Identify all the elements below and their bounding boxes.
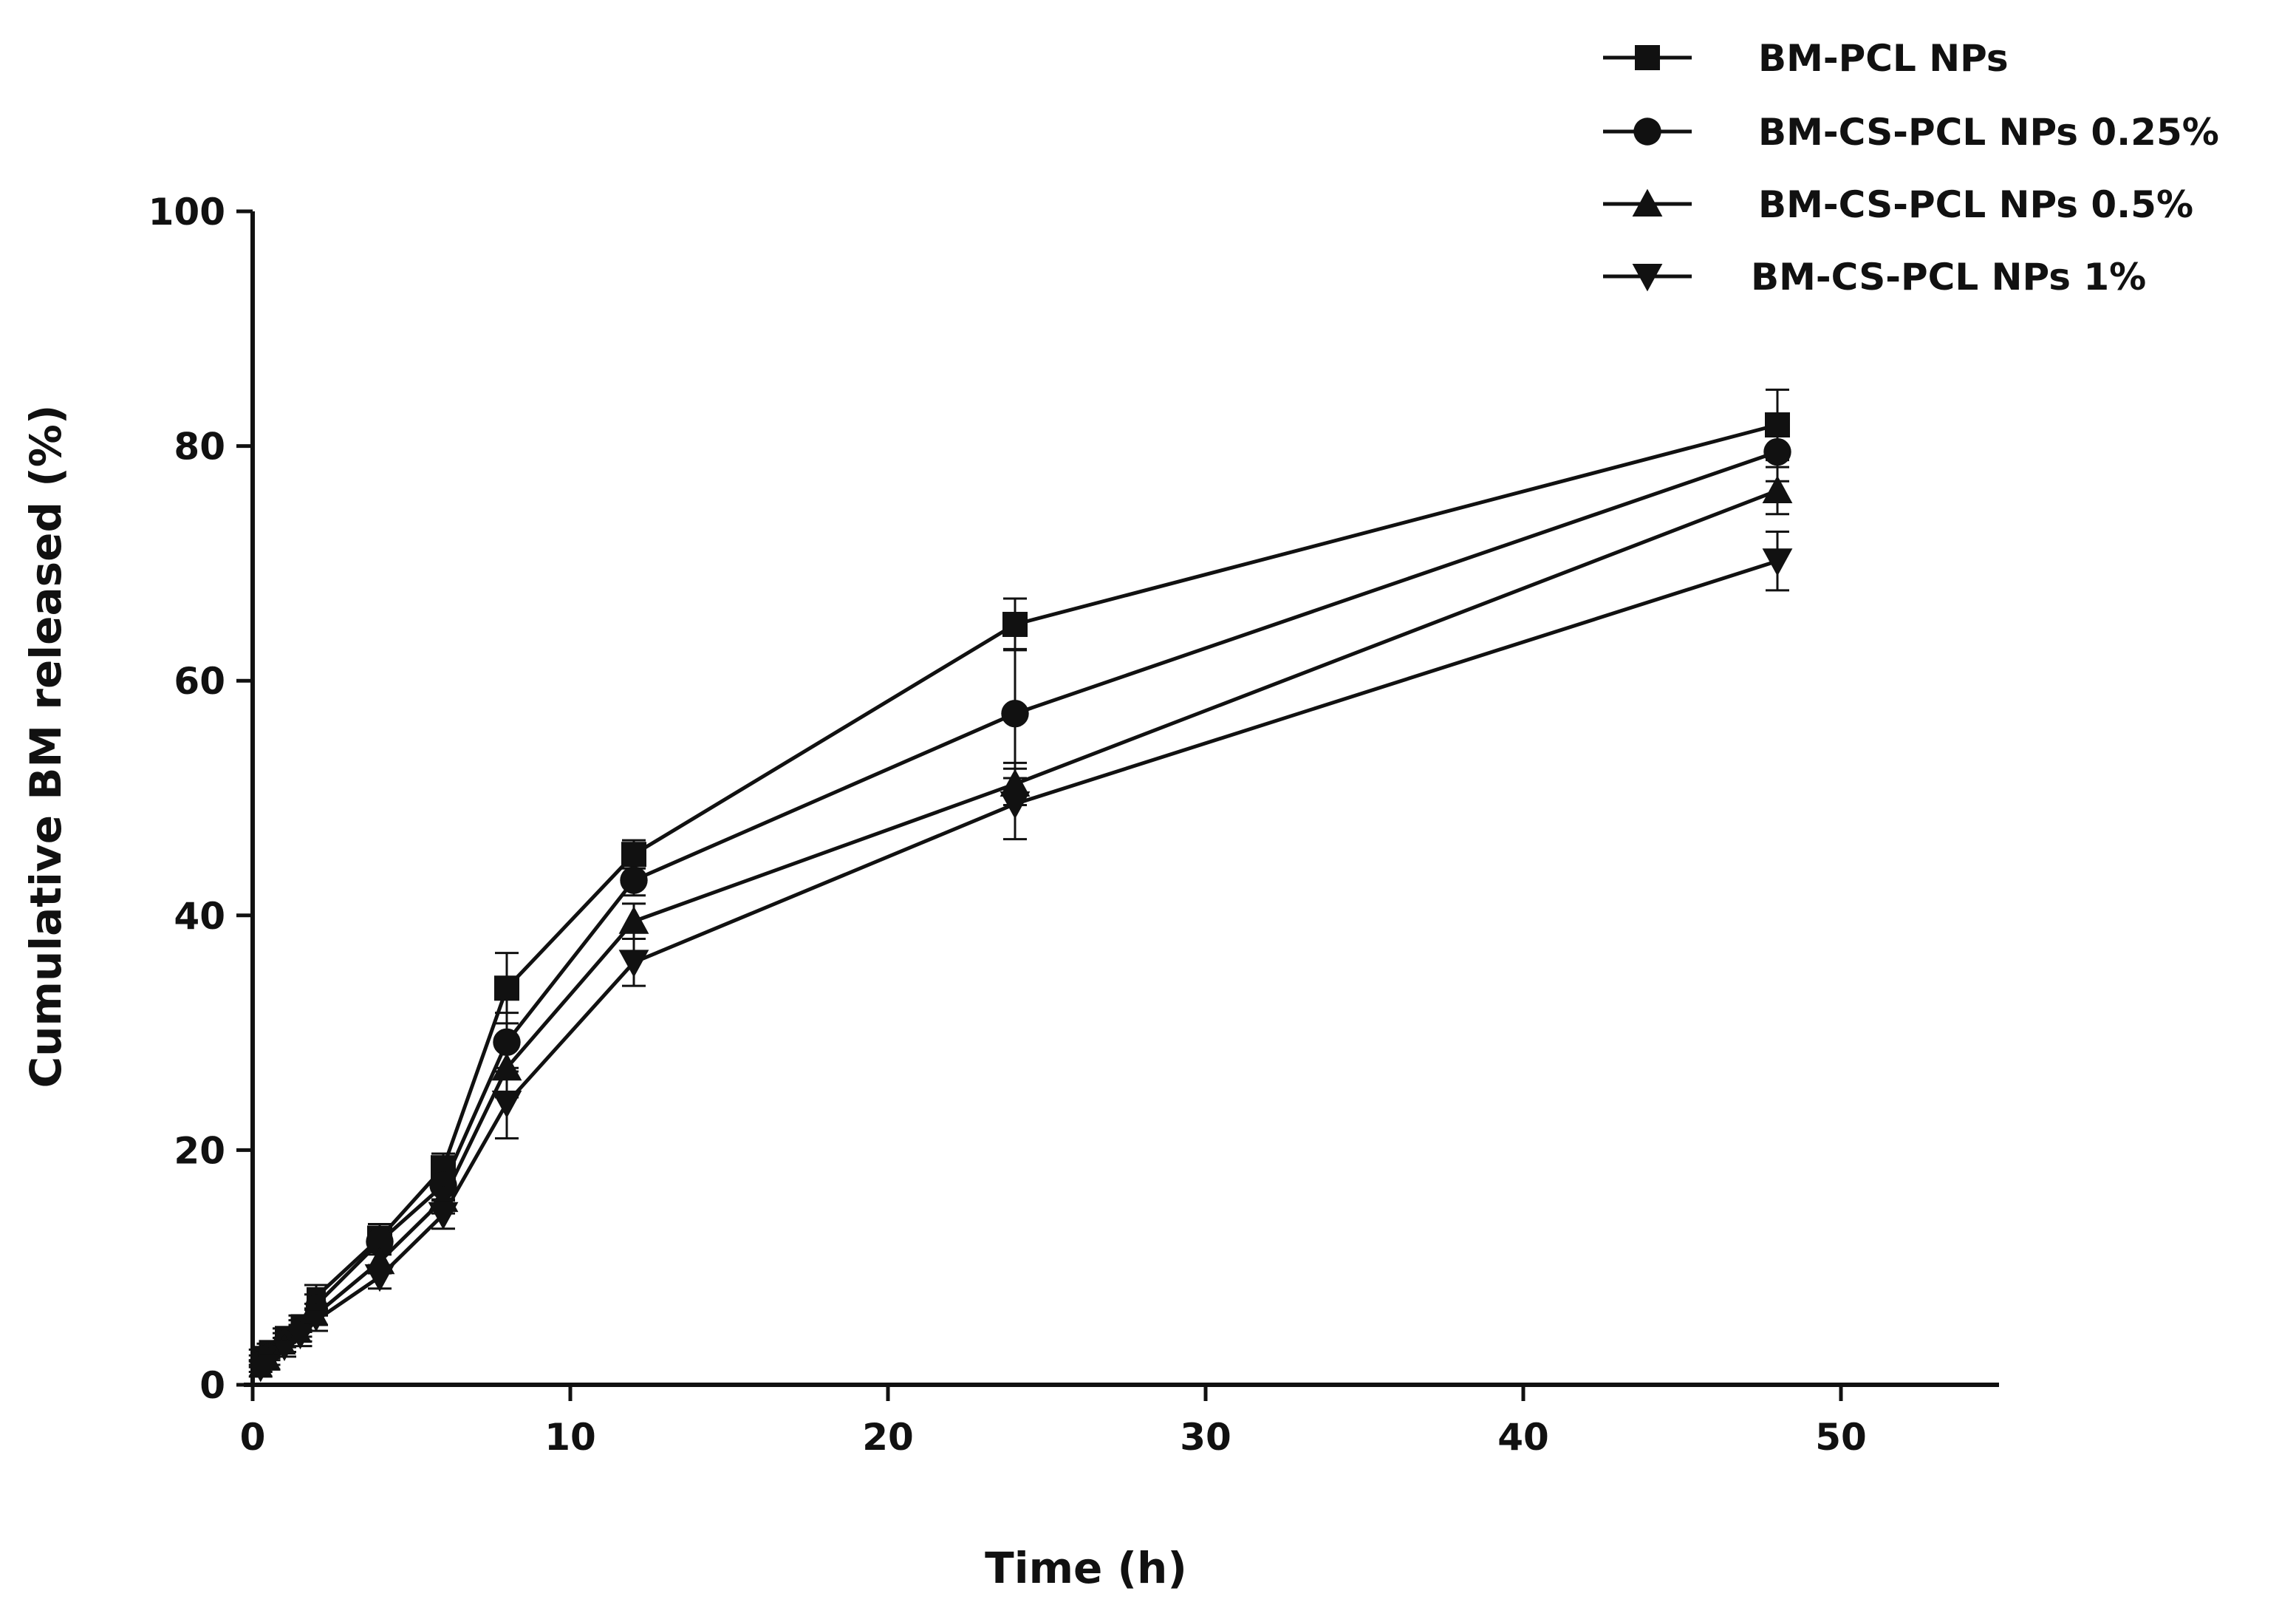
legend: BM-PCL NPs BM-CS-PCL NPs 0.25% BM-CS-PCL N…: [1603, 37, 2219, 299]
y-tick-label: 100: [148, 191, 225, 234]
data-point-square: [494, 975, 519, 1001]
legend-marker-square: [1635, 45, 1660, 70]
data-point-square: [1765, 412, 1790, 438]
axes: [244, 211, 1999, 1387]
data-point-circle: [366, 1227, 394, 1255]
series-line-1: [259, 450, 1778, 1363]
legend-label: BM-CS-PCL NPs 0.25%: [1758, 111, 2219, 154]
x-tick-label: 0: [240, 1416, 266, 1459]
legend-label: BM-PCL NPs: [1758, 37, 2009, 80]
data-point-circle: [1763, 437, 1791, 466]
data-point-triangle-up: [1000, 769, 1031, 797]
x-tick-label: 30: [1180, 1416, 1231, 1459]
y-tick-label: 0: [199, 1364, 225, 1407]
legend-label: BM-CS-PCL NPs 1%: [1751, 256, 2146, 299]
data-point-triangle-down: [428, 1202, 459, 1230]
y-tick-label: 80: [174, 426, 225, 468]
x-tick-label: 20: [862, 1416, 914, 1459]
legend-marker-triangle-down: [1632, 264, 1663, 292]
data-point-triangle-down: [288, 1328, 312, 1350]
y-tick-label: 40: [174, 895, 225, 938]
data-point-triangle-up: [491, 1052, 522, 1081]
data-point-triangle-up: [1762, 475, 1793, 503]
data-point-triangle-down: [256, 1354, 281, 1376]
data-point-circle: [1001, 699, 1029, 728]
y-tick-label: 20: [174, 1129, 225, 1172]
series-lines: [259, 423, 1778, 1372]
data-point-square: [621, 842, 646, 868]
series-markers: [249, 412, 1793, 1383]
legend-marker-triangle-up: [1632, 188, 1663, 217]
x-tick-label: 10: [544, 1416, 596, 1459]
data-point-triangle-up: [618, 906, 649, 934]
data-point-triangle-down: [304, 1310, 328, 1332]
x-tick-label: 50: [1815, 1416, 1867, 1459]
legend-label: BM-CS-PCL NPs 0.5%: [1758, 183, 2193, 226]
data-point-triangle-down: [618, 950, 649, 978]
y-axis-title: Cumulative BM released (%): [21, 405, 71, 1088]
error-bars: [248, 388, 1789, 1378]
series-line-3: [259, 559, 1778, 1372]
x-axis-title: Time (h): [985, 1543, 1187, 1593]
data-point-circle: [620, 866, 648, 894]
y-tick-label: 60: [174, 660, 225, 703]
data-point-triangle-down: [364, 1264, 395, 1292]
data-point-triangle-down: [1762, 548, 1793, 576]
x-tick-label: 40: [1497, 1416, 1549, 1459]
data-point-triangle-down: [491, 1090, 522, 1119]
series-line-0: [259, 423, 1778, 1357]
data-point-triangle-down: [273, 1340, 296, 1361]
data-point-triangle-down: [1000, 791, 1031, 819]
y-ticks: 0 20 40 60 80 100: [148, 191, 253, 1407]
x-ticks: 0 10 20 30 40 50: [240, 1385, 1867, 1459]
data-point-square: [1002, 611, 1028, 637]
data-point-circle: [493, 1028, 521, 1057]
legend-marker-circle: [1633, 117, 1661, 146]
